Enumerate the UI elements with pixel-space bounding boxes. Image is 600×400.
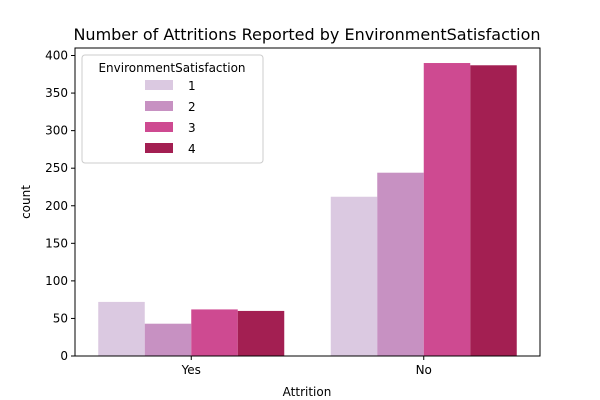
y-tick-label: 250 [45, 161, 68, 175]
y-axis-label: count [19, 185, 33, 219]
legend-label-4: 4 [188, 142, 196, 156]
legend-swatch-2 [145, 101, 173, 111]
y-tick-label: 100 [45, 274, 68, 288]
x-axis: Yes No [181, 356, 432, 377]
y-tick-label: 50 [53, 311, 68, 325]
bar-yes-series-4 [237, 310, 285, 356]
legend-label-2: 2 [188, 100, 196, 114]
y-axis: 0 50 100 150 200 250 300 350 400 [45, 49, 75, 363]
legend-items: 1 2 3 4 [145, 79, 196, 156]
legend: EnvironmentSatisfaction 1 2 3 4 [81, 54, 264, 164]
x-tick-label: No [416, 363, 432, 377]
plot-frame [74, 47, 541, 357]
legend-swatch-3 [145, 122, 173, 132]
legend-label-1: 1 [188, 79, 196, 93]
legend-label-3: 3 [188, 121, 196, 135]
y-tick-label: 300 [45, 124, 68, 138]
bars-layer [98, 63, 517, 357]
bar-yes-series-2 [144, 323, 192, 356]
bar-no-series-3 [423, 63, 471, 357]
bar-no-series-1 [330, 196, 378, 356]
bar-no-series-2 [377, 172, 424, 356]
bar-no-series-4 [470, 65, 517, 356]
y-tick-label: 350 [45, 86, 68, 100]
y-tick-label: 200 [45, 199, 68, 213]
chart-title: Number of Attritions Reported by Environ… [73, 25, 540, 44]
legend-swatch-4 [145, 143, 173, 153]
x-tick-label: Yes [181, 363, 201, 377]
legend-swatch-1 [145, 80, 173, 90]
y-tick-label: 400 [45, 49, 68, 63]
y-tick-label: 150 [45, 236, 68, 250]
x-axis-label: Attrition [283, 385, 332, 399]
legend-title: EnvironmentSatisfaction [98, 61, 245, 75]
bar-yes-series-1 [98, 301, 145, 356]
bar-yes-series-3 [191, 309, 238, 356]
y-tick-label: 0 [60, 349, 68, 363]
